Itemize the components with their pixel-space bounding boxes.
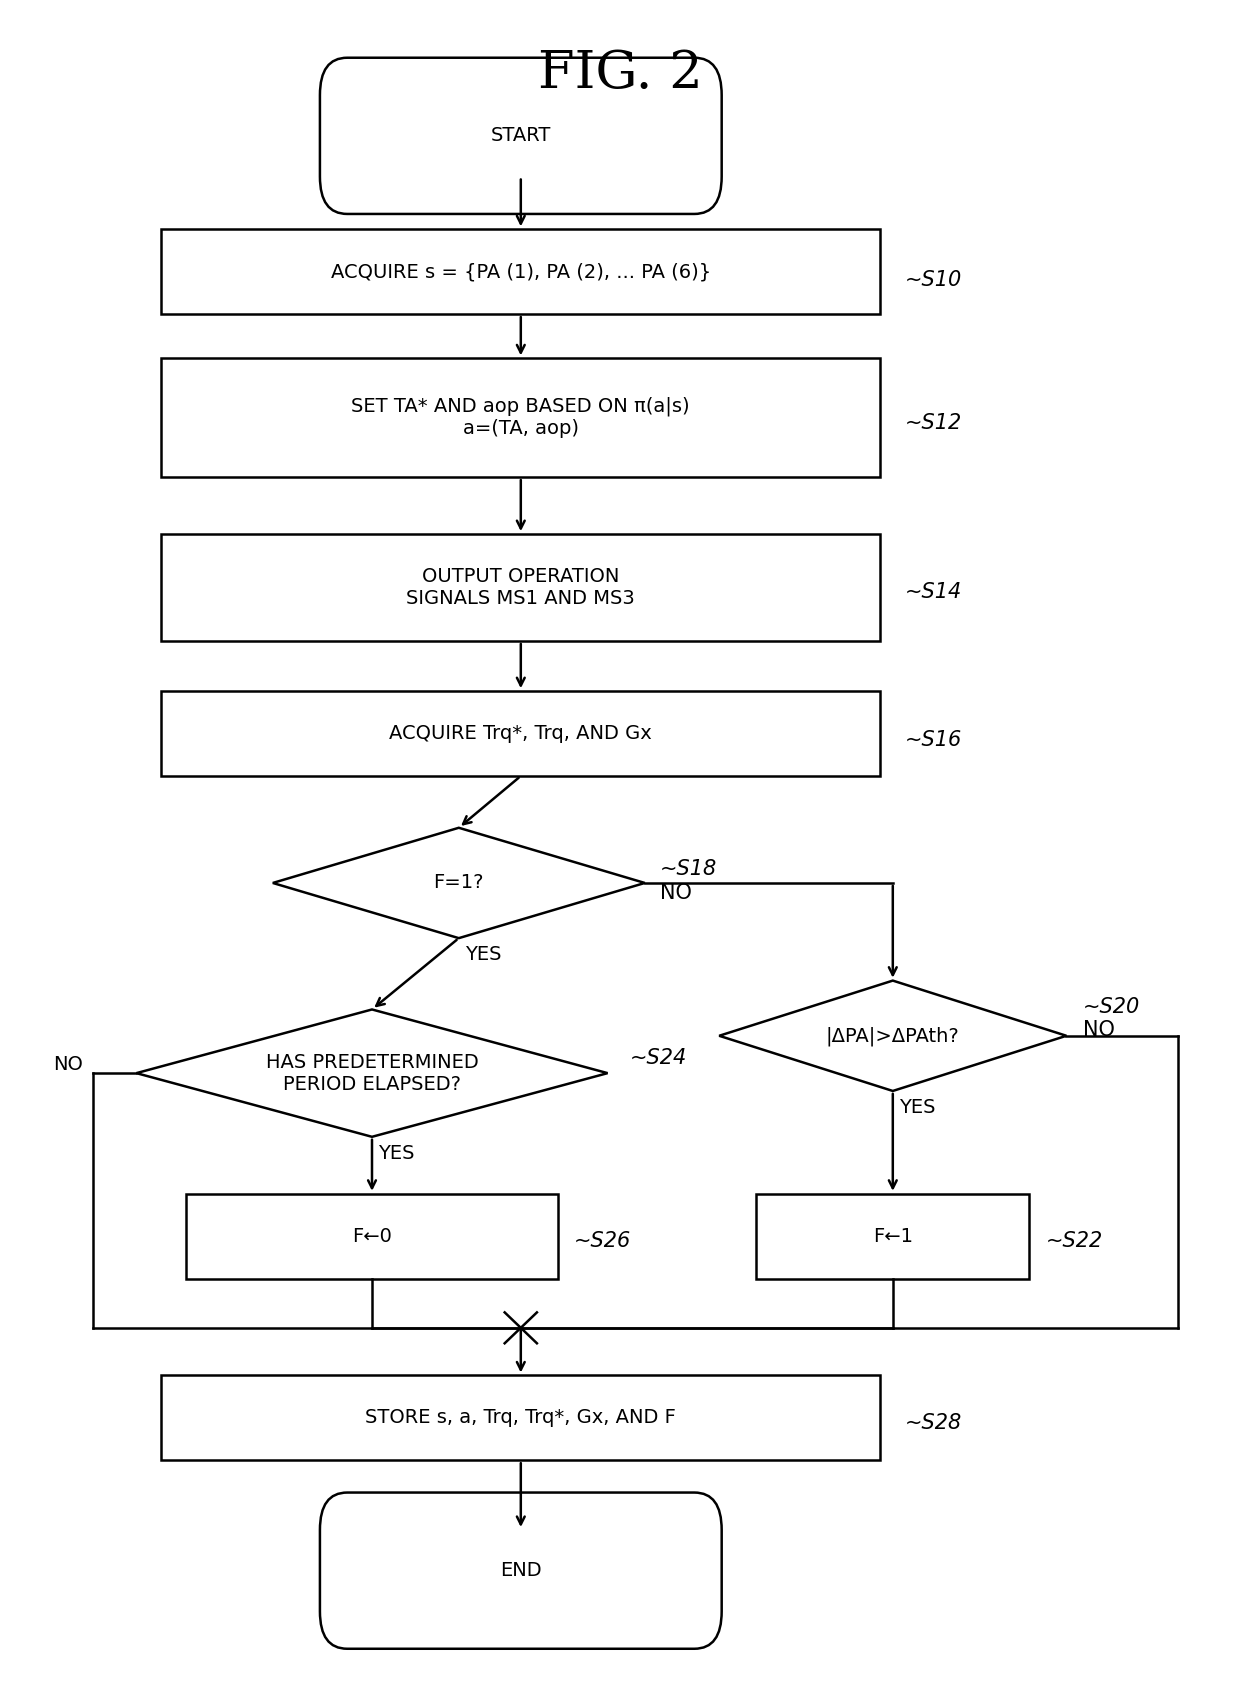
Text: OUTPUT OPERATION
SIGNALS MS1 AND MS3: OUTPUT OPERATION SIGNALS MS1 AND MS3 [407,567,635,608]
Text: SET TA* AND aop BASED ON π(a|s)
a=(TA, aop): SET TA* AND aop BASED ON π(a|s) a=(TA, a… [351,397,691,438]
Text: ~S18: ~S18 [660,859,717,880]
Text: ~S12: ~S12 [905,413,962,433]
Text: F←0: F←0 [352,1226,392,1246]
Bar [161,358,880,477]
Text: NO: NO [53,1054,83,1075]
Bar [161,229,880,314]
Text: F←1: F←1 [873,1226,913,1246]
Bar [756,1194,1029,1279]
Text: ~S20: ~S20 [1083,997,1140,1017]
Bar [186,1194,558,1279]
Text: YES: YES [378,1144,414,1163]
Text: ~S24: ~S24 [630,1048,687,1068]
Text: FIG. 2: FIG. 2 [538,48,702,98]
Polygon shape [273,829,645,937]
Text: ACQUIRE s = {PA (1), PA (2), ... PA (6)}: ACQUIRE s = {PA (1), PA (2), ... PA (6)} [331,261,711,282]
Polygon shape [136,1009,608,1138]
FancyBboxPatch shape [320,1493,722,1649]
Text: ~S26: ~S26 [574,1231,631,1251]
Text: END: END [500,1560,542,1581]
Polygon shape [719,981,1066,1090]
FancyBboxPatch shape [320,58,722,214]
Text: ~S16: ~S16 [905,730,962,751]
Text: NO: NO [1083,1020,1115,1041]
Text: ~S22: ~S22 [1045,1231,1102,1251]
Text: ~S28: ~S28 [905,1413,962,1433]
Bar [161,533,880,640]
Text: ACQUIRE Trq*, Trq, AND Gx: ACQUIRE Trq*, Trq, AND Gx [389,723,652,744]
Text: NO: NO [660,883,692,903]
Text: YES: YES [465,944,501,964]
Text: HAS PREDETERMINED
PERIOD ELAPSED?: HAS PREDETERMINED PERIOD ELAPSED? [265,1053,479,1094]
Text: START: START [491,126,551,146]
Text: ~S10: ~S10 [905,270,962,290]
Text: YES: YES [899,1099,935,1117]
Text: STORE s, a, Trq, Trq*, Gx, AND F: STORE s, a, Trq, Trq*, Gx, AND F [366,1408,676,1428]
Text: ~S14: ~S14 [905,582,962,603]
Text: |ΔPA|>ΔPAth?: |ΔPA|>ΔPAth? [826,1026,960,1046]
Bar [161,1375,880,1460]
Text: F=1?: F=1? [434,873,484,893]
Bar [161,691,880,776]
